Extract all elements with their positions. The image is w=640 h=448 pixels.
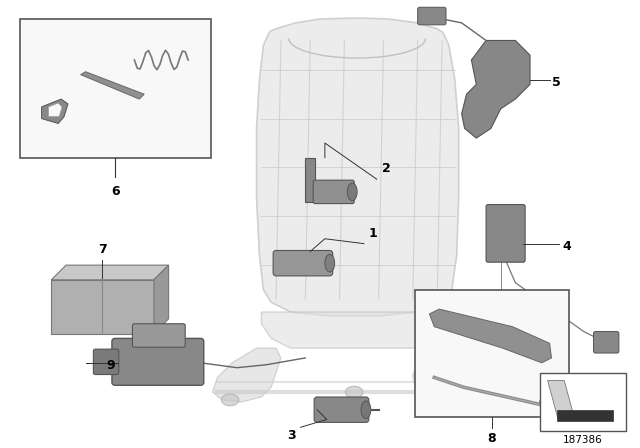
Ellipse shape: [540, 397, 554, 407]
Text: 8: 8: [488, 432, 496, 445]
FancyBboxPatch shape: [112, 338, 204, 385]
Polygon shape: [429, 309, 552, 363]
Text: 6: 6: [111, 185, 120, 198]
Bar: [51, 280, 154, 333]
Polygon shape: [49, 103, 62, 116]
Polygon shape: [51, 265, 168, 280]
Ellipse shape: [221, 394, 239, 406]
Polygon shape: [413, 348, 465, 404]
Polygon shape: [154, 265, 168, 333]
FancyBboxPatch shape: [486, 205, 525, 262]
FancyBboxPatch shape: [132, 324, 185, 347]
Ellipse shape: [348, 183, 357, 201]
Polygon shape: [548, 380, 574, 417]
FancyBboxPatch shape: [418, 7, 446, 25]
Polygon shape: [212, 348, 281, 402]
Text: 5: 5: [552, 76, 561, 89]
Bar: [415, 289, 569, 417]
FancyBboxPatch shape: [593, 332, 619, 353]
Text: 1: 1: [369, 227, 378, 240]
Bar: [20, 19, 211, 158]
Text: 9: 9: [106, 359, 115, 372]
Polygon shape: [261, 312, 457, 348]
Text: 2: 2: [381, 162, 390, 175]
Polygon shape: [461, 40, 530, 138]
FancyBboxPatch shape: [313, 180, 354, 203]
Ellipse shape: [361, 401, 371, 418]
FancyBboxPatch shape: [314, 397, 369, 422]
Polygon shape: [557, 410, 613, 422]
Ellipse shape: [325, 254, 335, 272]
Text: 4: 4: [563, 240, 571, 253]
Polygon shape: [305, 158, 340, 202]
Bar: [540, 373, 626, 431]
Text: 187386: 187386: [563, 435, 603, 445]
Text: 3: 3: [287, 429, 296, 442]
Ellipse shape: [346, 386, 363, 398]
Polygon shape: [42, 99, 68, 124]
Text: 7: 7: [98, 243, 106, 256]
FancyBboxPatch shape: [273, 250, 333, 276]
Polygon shape: [81, 72, 144, 99]
Polygon shape: [257, 18, 459, 316]
Ellipse shape: [444, 396, 461, 408]
FancyBboxPatch shape: [93, 349, 119, 375]
